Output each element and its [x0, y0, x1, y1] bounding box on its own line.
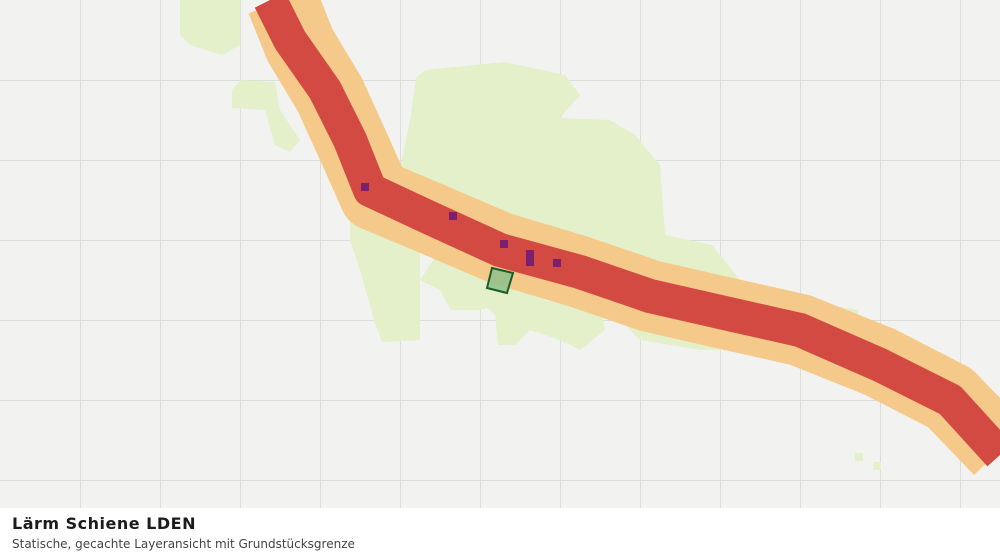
legend-title: Lärm Schiene LDEN	[12, 514, 196, 533]
legend-panel: Lärm Schiene LDEN Statische, gecachte La…	[0, 508, 1000, 560]
parcel-boundary[interactable]	[485, 266, 515, 295]
noise-zone-high	[254, 0, 1000, 467]
legend-subtitle: Statische, gecachte Layeransicht mit Gru…	[12, 537, 355, 551]
noise-zone-very-high	[361, 183, 561, 267]
